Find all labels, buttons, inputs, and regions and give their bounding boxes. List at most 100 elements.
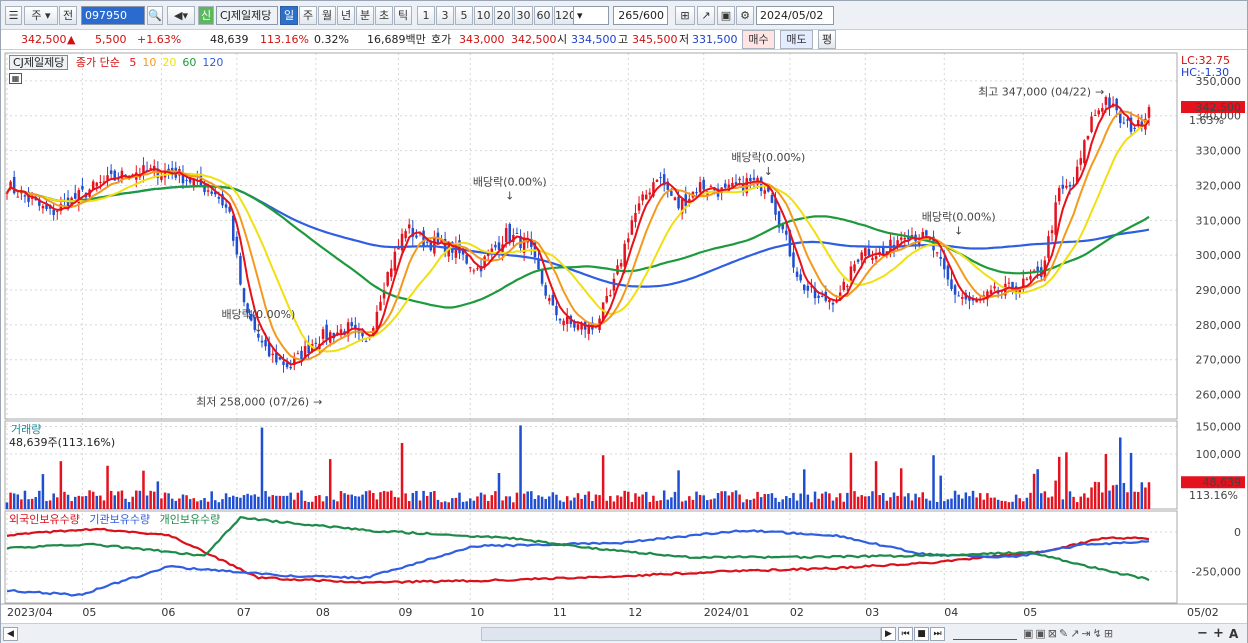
candle [339,323,343,339]
period-tab-3[interactable]: 년 [337,6,355,25]
scroll-thumb[interactable] [481,627,881,641]
period-tab-1[interactable]: 주 [299,6,317,25]
volume-bar [379,492,382,509]
date-input[interactable]: 2024/05/02 [756,6,834,25]
volume-bar [889,497,892,509]
date-tick: 07 [237,606,251,619]
auto-scale-icon[interactable]: A [1229,627,1239,641]
candle [253,314,257,333]
search-icon[interactable]: 🔍 [147,6,163,25]
volume-bar [903,496,907,509]
price-tick: 320,000 [1196,179,1242,192]
new-badge[interactable]: 신 [198,6,214,25]
date-tick: 03 [865,606,879,619]
candle [275,344,278,365]
interval-tab-30[interactable]: 30 [514,6,533,25]
period-tab-4[interactable]: 분 [356,6,374,25]
high-label: 고 [618,33,629,46]
volume-bar [996,499,1000,509]
tool-icon[interactable]: ⊞ [675,6,695,25]
zoom-in-icon[interactable]: + [1213,626,1224,641]
interval-tab-60[interactable]: 60 [534,6,553,25]
interval-tab-1[interactable]: 1 [417,6,435,25]
zoom-out-icon[interactable]: − [1197,626,1208,641]
volume-bar [300,490,303,509]
volume-bar [56,497,59,509]
low-note: 최저 258,000 (07/26) [196,396,309,409]
volume-bar [469,498,472,509]
volume-bar [483,494,486,509]
candle [257,332,260,342]
volume-bar [691,499,695,509]
ma-10-line [6,110,1150,362]
holdings-panel[interactable] [4,510,1178,604]
volume-bar [185,495,188,509]
volume-bar [170,498,174,509]
period-tab-5[interactable]: 초 [375,6,393,25]
interval-tab-10[interactable]: 10 [474,6,493,25]
scrollbar[interactable]: ◀ ▶ ⏮ ■ ⏭ ▣▣⊠✎↗⇥↯⊞ − + A [1,623,1247,643]
interval-tab-5[interactable]: 5 [455,6,473,25]
last-page-icon[interactable]: ⏭ [930,627,945,641]
period-select[interactable]: 주 ▾ [24,6,58,25]
date-tick: 2024/01 [704,606,750,619]
volume-bar [318,495,321,509]
candle [81,177,84,192]
candle [745,172,749,197]
scroll-left-icon[interactable]: ◀ [3,627,18,641]
volume-bar [113,495,116,509]
interval-tab-20[interactable]: 20 [494,6,513,25]
chart-tools-icons[interactable]: ▣▣⊠✎↗⇥↯⊞ [1023,627,1116,640]
interval-tab-3[interactable]: 3 [436,6,454,25]
volume-bar [418,500,422,509]
volume-bar [1043,491,1047,509]
volume-bar [1101,492,1104,509]
count-input[interactable]: 265/600 [613,6,668,25]
volume-bar [386,491,389,509]
period-tab-2[interactable]: 월 [318,6,336,25]
zoom-slider[interactable] [953,628,1017,640]
candle [231,212,235,247]
grid-icon[interactable]: ▦ [9,73,22,84]
save-icon[interactable]: ▣ [717,6,735,25]
speaker-icon[interactable]: ◀▾ [167,6,195,25]
stop-icon[interactable]: ■ [914,627,929,641]
volume-panel[interactable] [4,420,1178,510]
buy-button[interactable]: 매수 [742,30,775,49]
gear-icon[interactable]: ⚙ [736,6,754,25]
price-panel[interactable] [4,52,1178,420]
volume-bar [917,497,921,509]
candle [1083,139,1086,168]
candle [185,175,188,188]
draw-icon[interactable]: ↗ [697,6,715,25]
prev-button[interactable]: 전 [59,6,77,25]
date-tick: 05/02 [1187,606,1219,619]
volume-bar [1108,490,1111,509]
first-page-icon[interactable]: ⏮ [898,627,913,641]
volume-bar [81,496,84,509]
volume-bar [1007,502,1011,509]
volume-bar [1111,485,1115,509]
volume-bar [271,495,275,509]
interval-select[interactable]: ▾ [573,6,609,25]
scroll-right-icon[interactable]: ▶ [881,627,896,641]
volume-bar [860,495,863,509]
menu-icon[interactable]: ☰ [5,6,22,25]
sell-button[interactable]: 매도 [780,30,813,49]
stock-code-input[interactable]: 097950 [81,6,145,25]
stock-chart[interactable]: 260,000 270,000 280,000 290,000 300,000 310,0… [1,1,1247,623]
volume-bar [508,496,512,509]
candle [20,186,23,200]
candle [641,191,644,206]
volume-bar [494,491,497,509]
volume-bar [741,502,745,509]
period-tab-0[interactable]: 일 [280,6,298,25]
volume-bar [411,492,415,509]
volume-bar [167,493,170,509]
flat-button[interactable]: 평 [818,30,836,49]
period-tab-6[interactable]: 틱 [394,6,412,25]
volume-bar [609,495,612,509]
volume-bar [558,500,562,509]
volume-bar [1029,492,1032,509]
